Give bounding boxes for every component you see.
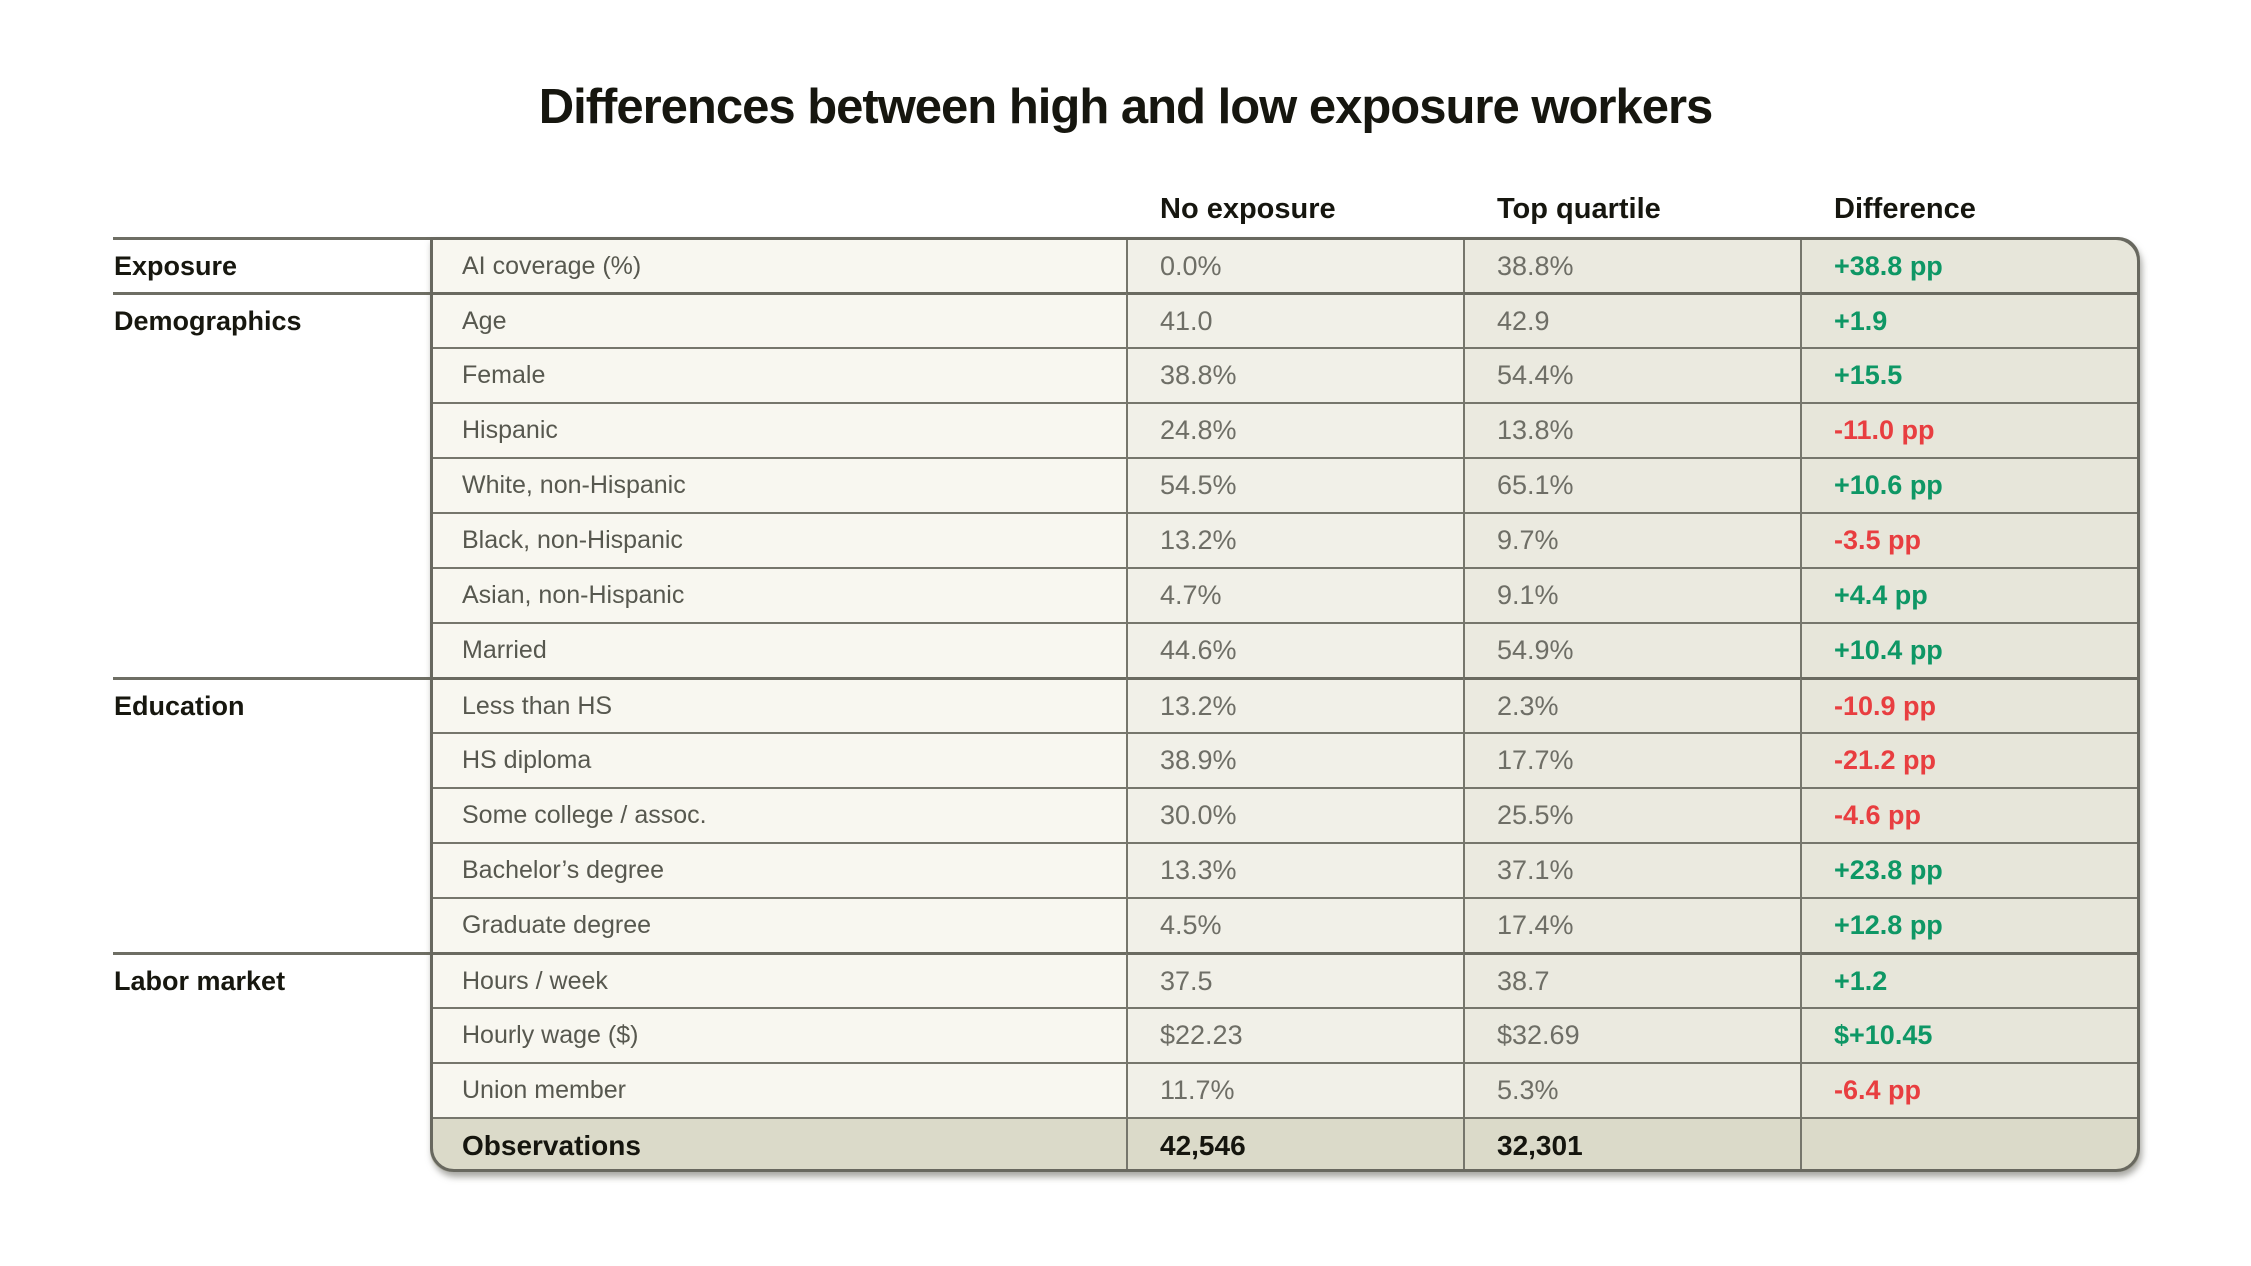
cell-difference: -11.0 pp — [1800, 402, 2140, 457]
cell-top-quartile: 42.9 — [1463, 292, 1800, 347]
cell-difference: $+10.45 — [1800, 1007, 2140, 1062]
cell-top-quartile: 54.4% — [1463, 347, 1800, 402]
row-label: Union member — [430, 1062, 1126, 1117]
header-spacer-group — [113, 182, 430, 237]
cell-top-quartile: 2.3% — [1463, 677, 1800, 732]
row-group-label — [113, 842, 430, 897]
cell-difference: +1.9 — [1800, 292, 2140, 347]
cell-top-quartile: 37.1% — [1463, 842, 1800, 897]
cell-difference: +15.5 — [1800, 347, 2140, 402]
row-group-label — [113, 1117, 430, 1172]
cell-difference: -10.9 pp — [1800, 677, 2140, 732]
cell-no-exposure: 13.3% — [1126, 842, 1463, 897]
cell-difference: +10.6 pp — [1800, 457, 2140, 512]
row-label: Married — [430, 622, 1126, 677]
cell-top-quartile: 9.1% — [1463, 567, 1800, 622]
column-header-top-quartile: Top quartile — [1463, 182, 1800, 237]
row-group-label — [113, 402, 430, 457]
cell-difference: -21.2 pp — [1800, 732, 2140, 787]
row-group-label — [113, 512, 430, 567]
cell-difference: +1.2 — [1800, 952, 2140, 1007]
table-grid: No exposure Top quartile Difference Expo… — [113, 182, 2140, 1172]
row-group-label — [113, 567, 430, 622]
cell-difference: +38.8 pp — [1800, 237, 2140, 292]
row-group-label: Demographics — [113, 292, 430, 347]
row-group-label — [113, 347, 430, 402]
row-group-label: Exposure — [113, 237, 430, 292]
row-group-label — [113, 1007, 430, 1062]
row-label: Observations — [430, 1117, 1126, 1172]
row-label: Age — [430, 292, 1126, 347]
row-group-label: Labor market — [113, 952, 430, 1007]
header-spacer-label — [430, 182, 1126, 237]
row-label: Asian, non-Hispanic — [430, 567, 1126, 622]
cell-no-exposure: 38.8% — [1126, 347, 1463, 402]
cell-difference: +4.4 pp — [1800, 567, 2140, 622]
row-label: HS diploma — [430, 732, 1126, 787]
cell-top-quartile: 25.5% — [1463, 787, 1800, 842]
cell-no-exposure: $22.23 — [1126, 1007, 1463, 1062]
cell-top-quartile: 17.7% — [1463, 732, 1800, 787]
row-label: Female — [430, 347, 1126, 402]
cell-top-quartile: 13.8% — [1463, 402, 1800, 457]
cell-difference: +12.8 pp — [1800, 897, 2140, 952]
row-label: Bachelor’s degree — [430, 842, 1126, 897]
cell-no-exposure: 4.7% — [1126, 567, 1463, 622]
row-group-label: Education — [113, 677, 430, 732]
cell-top-quartile: 17.4% — [1463, 897, 1800, 952]
row-label: Hourly wage ($) — [430, 1007, 1126, 1062]
cell-no-exposure: 41.0 — [1126, 292, 1463, 347]
cell-no-exposure: 0.0% — [1126, 237, 1463, 292]
cell-difference: +10.4 pp — [1800, 622, 2140, 677]
cell-difference: -3.5 pp — [1800, 512, 2140, 567]
cell-difference: -4.6 pp — [1800, 787, 2140, 842]
row-label: Hispanic — [430, 402, 1126, 457]
cell-top-quartile: $32.69 — [1463, 1007, 1800, 1062]
cell-no-exposure: 30.0% — [1126, 787, 1463, 842]
row-label: Black, non-Hispanic — [430, 512, 1126, 567]
cell-no-exposure: 37.5 — [1126, 952, 1463, 1007]
row-group-label — [113, 1062, 430, 1117]
cell-no-exposure: 13.2% — [1126, 677, 1463, 732]
cell-top-quartile: 65.1% — [1463, 457, 1800, 512]
cell-top-quartile: 9.7% — [1463, 512, 1800, 567]
comparison-table: No exposure Top quartile Difference Expo… — [113, 182, 2140, 1172]
cell-no-exposure: 11.7% — [1126, 1062, 1463, 1117]
row-label: White, non-Hispanic — [430, 457, 1126, 512]
row-label: Graduate degree — [430, 897, 1126, 952]
chart-title: Differences between high and low exposur… — [538, 79, 1714, 134]
column-header-difference: Difference — [1800, 182, 2140, 237]
cell-no-exposure: 54.5% — [1126, 457, 1463, 512]
cell-top-quartile: 38.7 — [1463, 952, 1800, 1007]
cell-top-quartile: 54.9% — [1463, 622, 1800, 677]
cell-no-exposure: 42,546 — [1126, 1117, 1463, 1172]
row-label: AI coverage (%) — [430, 237, 1126, 292]
row-label: Some college / assoc. — [430, 787, 1126, 842]
cell-no-exposure: 13.2% — [1126, 512, 1463, 567]
row-label: Less than HS — [430, 677, 1126, 732]
row-group-label — [113, 622, 430, 677]
column-header-no-exposure: No exposure — [1126, 182, 1463, 237]
cell-difference: -6.4 pp — [1800, 1062, 2140, 1117]
cell-top-quartile: 5.3% — [1463, 1062, 1800, 1117]
cell-difference: +23.8 pp — [1800, 842, 2140, 897]
row-group-label — [113, 732, 430, 787]
row-label: Hours / week — [430, 952, 1126, 1007]
row-group-label — [113, 787, 430, 842]
cell-top-quartile: 32,301 — [1463, 1117, 1800, 1172]
cell-no-exposure: 4.5% — [1126, 897, 1463, 952]
cell-difference — [1800, 1117, 2140, 1172]
row-group-label — [113, 897, 430, 952]
cell-no-exposure: 44.6% — [1126, 622, 1463, 677]
cell-no-exposure: 38.9% — [1126, 732, 1463, 787]
cell-no-exposure: 24.8% — [1126, 402, 1463, 457]
cell-top-quartile: 38.8% — [1463, 237, 1800, 292]
row-group-label — [113, 457, 430, 512]
